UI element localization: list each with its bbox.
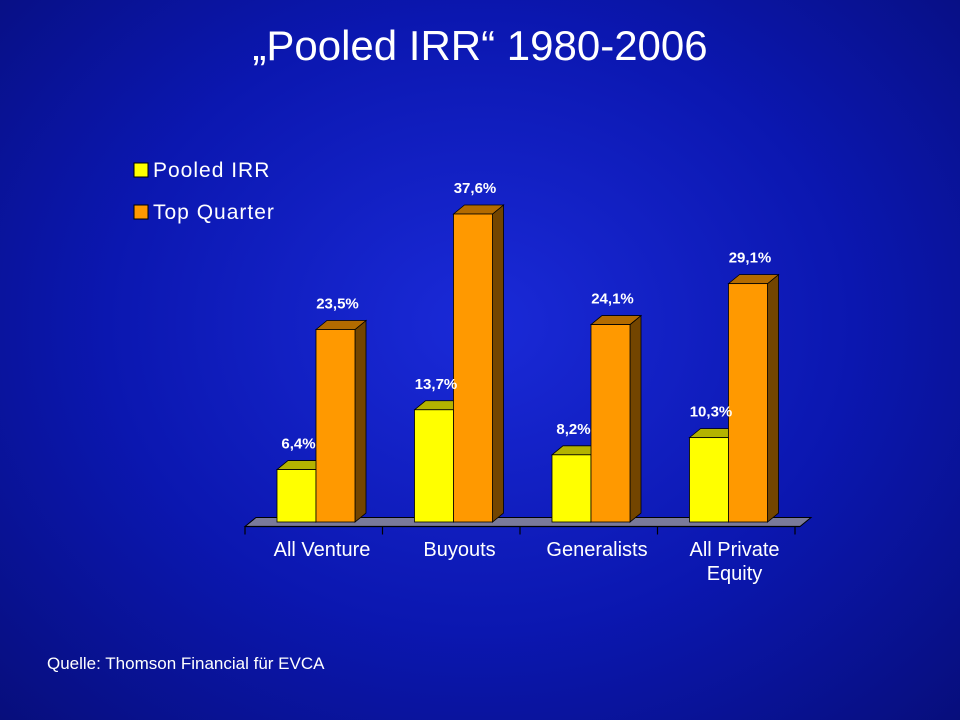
- value-label: 13,7%: [415, 376, 458, 393]
- chart-floor: [243, 517, 813, 535]
- chart-title: „Pooled IRR“ 1980-2006: [252, 22, 708, 69]
- category-label: All Venture: [274, 539, 371, 561]
- category-label: All Private: [689, 539, 779, 561]
- value-label: 37,6%: [454, 180, 497, 197]
- category-label: Equity: [707, 563, 763, 585]
- value-label: 29,1%: [729, 250, 772, 267]
- legend-label: Top Quarter: [153, 201, 275, 224]
- value-label: 8,2%: [556, 421, 590, 438]
- value-labels: 6,4% 23,5% 13,7% 37,6% 8,2% 24,1% 10,3% 29,1%: [281, 180, 771, 453]
- bar-top-quarter-0: [314, 319, 368, 523]
- bar-top-quarter-3: [727, 273, 780, 523]
- bars: [275, 204, 780, 523]
- category-labels: All Venture Buyouts Generalists All Private…: [274, 539, 780, 585]
- legend: Pooled IRR Top Quarter: [133, 159, 275, 224]
- bar-top-quarter-2: [589, 314, 643, 523]
- legend-swatch: [133, 204, 149, 220]
- value-label: 24,1%: [591, 291, 634, 308]
- legend-label: Pooled IRR: [153, 159, 270, 182]
- category-label: Buyouts: [423, 539, 495, 561]
- value-label: 10,3%: [690, 404, 733, 421]
- legend-swatch: [133, 162, 149, 178]
- source-note: Quelle: Thomson Financial für EVCA: [47, 654, 325, 673]
- category-label: Generalists: [546, 539, 647, 561]
- bar-top-quarter-1: [452, 204, 505, 523]
- value-label: 6,4%: [281, 436, 315, 453]
- value-label: 23,5%: [316, 296, 359, 313]
